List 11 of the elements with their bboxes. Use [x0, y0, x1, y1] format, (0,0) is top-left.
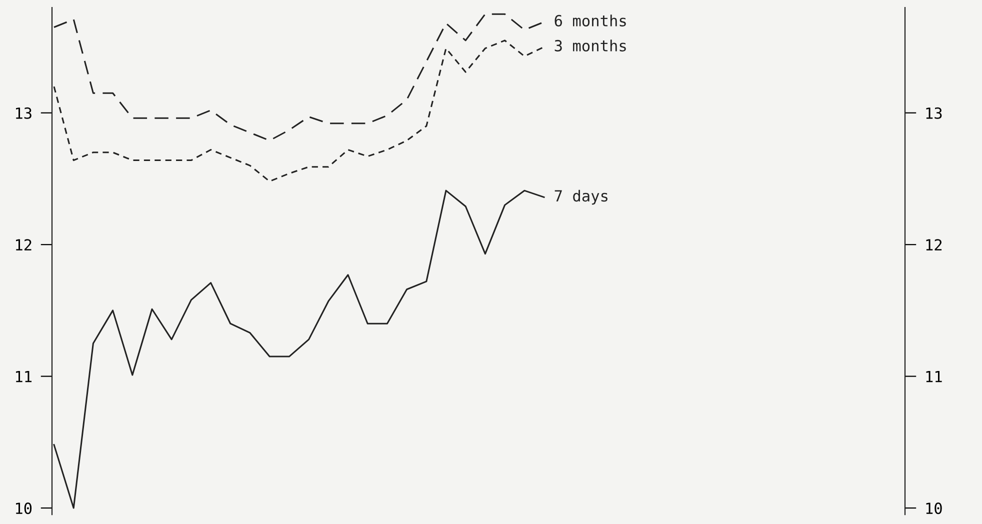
- y2-tick-label: 13: [926, 107, 942, 119]
- y-tick-label: 10: [16, 502, 32, 514]
- y-tick-label: 11: [16, 371, 32, 382]
- y2-tick-label: 12: [926, 239, 942, 250]
- y-tick-label: 13: [16, 107, 32, 119]
- series-label: 6 months: [554, 14, 626, 26]
- y2-tick-label: 10: [926, 502, 942, 514]
- y2-tick-label: 11: [926, 371, 942, 382]
- y-tick-label: 12: [16, 239, 32, 250]
- series-label: 3 months: [554, 40, 626, 52]
- series-label: 7 days: [554, 190, 608, 205]
